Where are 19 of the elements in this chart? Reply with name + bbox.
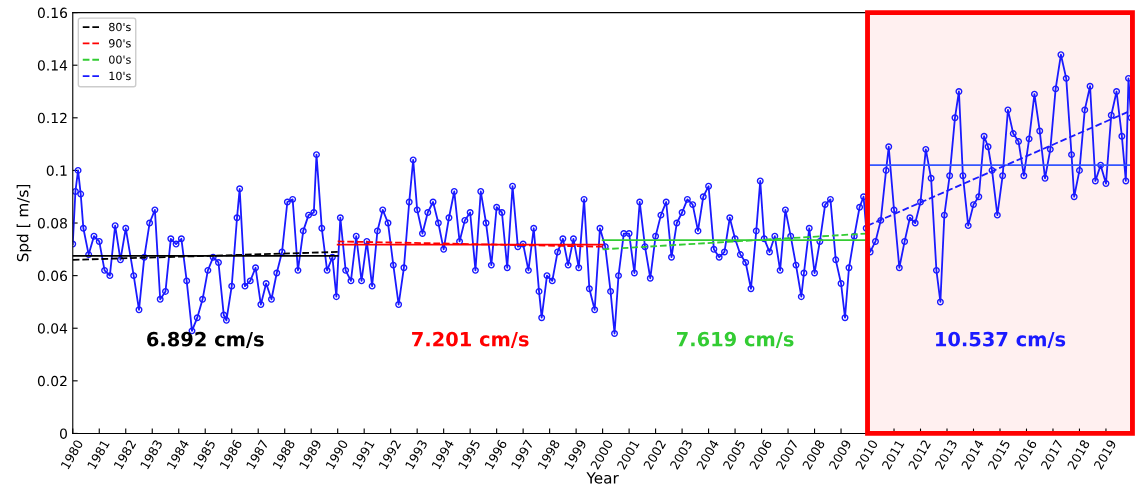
annotation: 7.619 cm/s bbox=[677, 331, 794, 349]
annotation: 10.537 cm/s bbox=[936, 331, 1066, 349]
x-axis-title: Year bbox=[586, 472, 619, 484]
y-tick-label: 0.02 bbox=[37, 375, 67, 387]
annotation: 6.892 cm/s bbox=[147, 331, 264, 349]
y-tick-label: 0.04 bbox=[37, 323, 68, 334]
legend-label: 90's bbox=[109, 39, 131, 48]
y-tick-label: 0.06 bbox=[37, 270, 68, 282]
y-tick-label: 0.08 bbox=[37, 217, 67, 229]
legend-label: 10's bbox=[109, 71, 131, 81]
y-axis-title: Spd [ m/s] bbox=[16, 184, 32, 262]
y-tick-label: 0.1 bbox=[46, 165, 67, 176]
y-tick-label: 0 bbox=[59, 428, 67, 439]
y-tick-label: 0.12 bbox=[37, 112, 67, 124]
legend-label: 00's bbox=[109, 55, 131, 64]
y-tick-label: 0.14 bbox=[37, 60, 68, 71]
annotation: 7.201 cm/s bbox=[412, 331, 529, 349]
y-tick-label: 0.16 bbox=[37, 7, 68, 19]
legend-label: 80's bbox=[109, 22, 131, 32]
